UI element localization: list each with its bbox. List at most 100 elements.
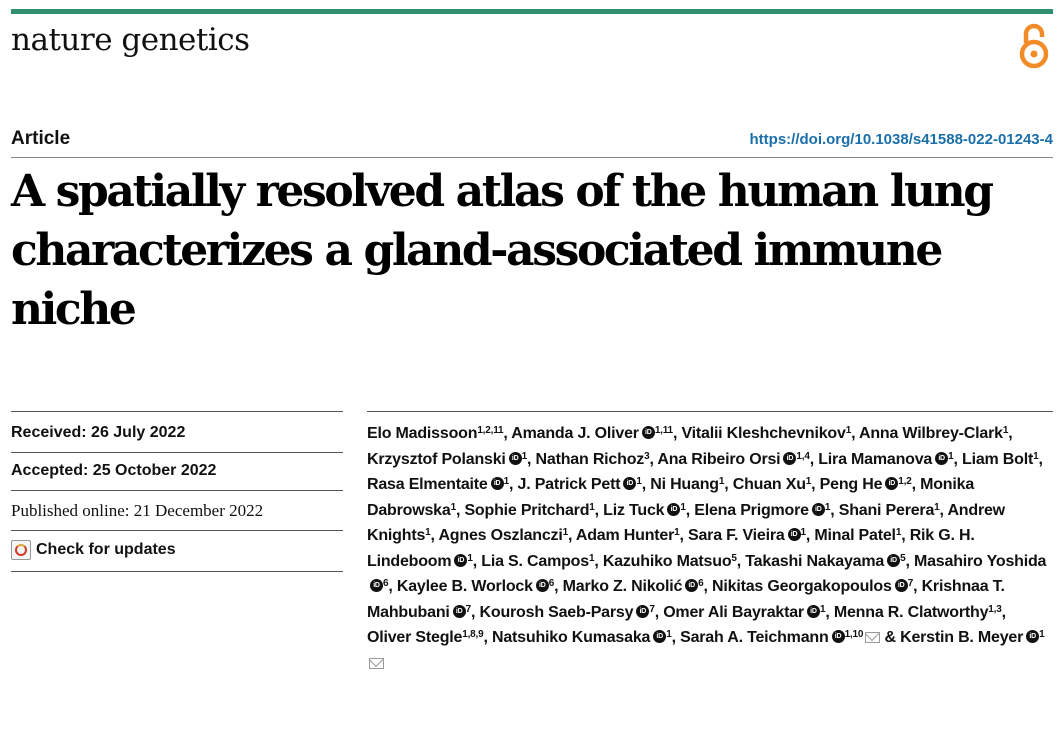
open-access-icon[interactable]: [1017, 21, 1051, 71]
author-name[interactable]: J. Patrick Pett: [517, 476, 621, 493]
affiliation-number[interactable]: 1,11: [654, 425, 673, 436]
author-name[interactable]: Shani Perera: [838, 501, 935, 519]
author-name[interactable]: Liam Bolt: [962, 450, 1034, 468]
affiliation-number[interactable]: 1,10: [844, 629, 864, 640]
affiliation-number[interactable]: 7: [907, 578, 914, 589]
orcid-icon[interactable]: [370, 579, 383, 592]
affiliation-number[interactable]: 1: [1002, 425, 1009, 436]
orcid-icon[interactable]: [787, 528, 801, 541]
author-name[interactable]: Andrew Knights: [367, 501, 1005, 545]
orcid-icon[interactable]: [783, 451, 797, 465]
affiliation-number[interactable]: 1: [805, 476, 812, 487]
author-name[interactable]: Takashi Nakayama: [745, 552, 885, 570]
orcid-icon[interactable]: [894, 579, 908, 592]
author-name[interactable]: Marko Z. Nikolić: [562, 578, 683, 595]
author-name[interactable]: Krishnaa T. Mahbubani: [367, 578, 1005, 621]
author-name[interactable]: Kaylee B. Worlock: [396, 578, 533, 595]
email-icon[interactable]: [865, 632, 881, 643]
author-name[interactable]: Monika Dabrowska: [367, 476, 975, 519]
affiliation-number[interactable]: 1: [589, 501, 595, 513]
author-name[interactable]: Nathan Richoz: [535, 450, 645, 468]
affiliation-number[interactable]: 1: [718, 476, 725, 487]
author-name[interactable]: Omer Ali Bayraktar: [663, 603, 804, 621]
email-icon[interactable]: [369, 657, 384, 669]
doi-link[interactable]: https://doi.org/10.1038/s41588-022-01243…: [749, 131, 1054, 148]
orcid-icon[interactable]: [887, 553, 901, 567]
affiliation-number[interactable]: 1: [521, 450, 528, 462]
author-name[interactable]: Amanda J. Oliver: [511, 425, 639, 442]
orcid-icon[interactable]: [885, 477, 899, 490]
author-name[interactable]: Sara F. Vieira: [688, 527, 785, 544]
author-name[interactable]: Masahiro Yoshida: [913, 552, 1047, 570]
affiliation-number[interactable]: 1: [1039, 629, 1045, 640]
affiliation-number[interactable]: 6: [548, 578, 555, 589]
author-name[interactable]: Kerstin B. Meyer: [900, 629, 1024, 646]
author-name[interactable]: Minal Patel: [814, 527, 896, 544]
orcid-icon[interactable]: [811, 502, 825, 516]
orcid-icon[interactable]: [685, 579, 699, 592]
affiliation-number[interactable]: 1: [467, 552, 473, 564]
affiliation-number[interactable]: 1: [934, 501, 940, 513]
affiliation-number[interactable]: 1: [450, 501, 457, 513]
author-name[interactable]: Kazuhiko Matsuo: [602, 552, 732, 570]
affiliation-number[interactable]: 6: [698, 578, 704, 589]
affiliation-number[interactable]: 7: [649, 603, 655, 615]
author-name[interactable]: Chuan Xu: [732, 476, 806, 493]
author-name[interactable]: Rik G. H. Lindeboom: [367, 527, 975, 570]
author-name[interactable]: Elo Madissoon: [367, 425, 478, 442]
author-name[interactable]: Adam Hunter: [575, 527, 675, 544]
author-name[interactable]: Nikitas Georgakopoulos: [712, 578, 892, 595]
author-name[interactable]: Oliver Stegle: [367, 629, 463, 646]
orcid-icon[interactable]: [935, 451, 949, 465]
affiliation-number[interactable]: 1: [824, 501, 831, 513]
affiliation-number[interactable]: 1: [948, 450, 954, 462]
orcid-icon[interactable]: [1026, 630, 1040, 643]
author-name[interactable]: Peng He: [819, 476, 883, 493]
orcid-icon[interactable]: [535, 579, 549, 592]
affiliation-number[interactable]: 1: [895, 527, 902, 538]
affiliation-number[interactable]: 3: [644, 450, 650, 462]
affiliation-number[interactable]: 1: [819, 603, 826, 615]
orcid-icon[interactable]: [452, 604, 466, 618]
affiliation-number[interactable]: 6: [383, 578, 389, 589]
author-name[interactable]: Agnes Oszlanczi: [438, 527, 563, 544]
affiliation-number[interactable]: 1: [562, 527, 569, 538]
affiliation-number[interactable]: 5: [900, 552, 906, 564]
affiliation-number[interactable]: 1: [588, 552, 595, 564]
affiliation-number[interactable]: 5: [731, 552, 737, 564]
journal-name[interactable]: nature genetics: [11, 22, 250, 58]
orcid-icon[interactable]: [454, 553, 468, 567]
author-name[interactable]: Rasa Elmentaite: [367, 476, 488, 493]
author-name[interactable]: Ni Huang: [650, 476, 719, 493]
orcid-icon[interactable]: [653, 630, 667, 643]
affiliation-number[interactable]: 1,3: [988, 603, 1002, 615]
orcid-icon[interactable]: [667, 502, 681, 516]
author-name[interactable]: Vitalii Kleshchevnikov: [681, 425, 846, 442]
orcid-icon[interactable]: [831, 630, 845, 643]
orcid-icon[interactable]: [641, 426, 655, 439]
author-name[interactable]: Anna Wilbrey-Clark: [858, 425, 1003, 442]
affiliation-number[interactable]: 1: [674, 527, 680, 538]
affiliation-number[interactable]: 1: [425, 527, 431, 538]
author-name[interactable]: Lia S. Campos: [481, 552, 589, 570]
affiliation-number[interactable]: 1: [1033, 450, 1039, 462]
affiliation-number[interactable]: 1,8,9: [462, 629, 484, 640]
author-name[interactable]: Menna R. Clatworthy: [833, 603, 989, 621]
affiliation-number[interactable]: 1: [503, 476, 510, 487]
affiliation-number[interactable]: 1,4: [796, 450, 810, 462]
author-name[interactable]: Elena Prigmore: [694, 501, 809, 519]
affiliation-number[interactable]: 1: [845, 425, 852, 436]
orcid-icon[interactable]: [508, 451, 522, 465]
author-name[interactable]: Ana Ribeiro Orsi: [657, 450, 781, 468]
affiliation-number[interactable]: 1: [800, 527, 807, 538]
author-name[interactable]: Kourosh Saeb-Parsy: [479, 603, 634, 621]
orcid-icon[interactable]: [623, 477, 637, 490]
author-name[interactable]: Sophie Pritchard: [464, 501, 590, 519]
orcid-icon[interactable]: [490, 477, 504, 490]
orcid-icon[interactable]: [636, 604, 650, 618]
orcid-icon[interactable]: [806, 604, 820, 618]
affiliation-number[interactable]: 1: [636, 476, 642, 487]
author-name[interactable]: Lira Mamanova: [818, 450, 933, 468]
check-for-updates-button[interactable]: Check for updates: [11, 540, 176, 560]
affiliation-number[interactable]: 7: [465, 603, 472, 615]
